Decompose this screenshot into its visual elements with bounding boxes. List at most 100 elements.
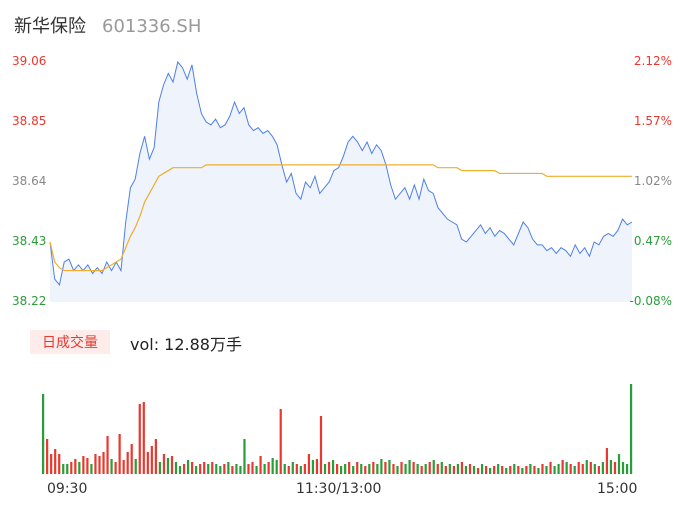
volume-tag[interactable]: 日成交量 bbox=[30, 330, 110, 354]
volume-bar bbox=[452, 466, 455, 474]
volume-bar bbox=[323, 464, 327, 474]
volume-bar bbox=[178, 466, 182, 474]
volume-bar bbox=[448, 464, 451, 474]
volume-bar bbox=[271, 458, 274, 474]
x-tick-label: 09:30 bbox=[47, 481, 88, 497]
volume-bar bbox=[553, 466, 556, 474]
volume-bar bbox=[529, 464, 532, 474]
volume-bar bbox=[565, 462, 568, 474]
stock-code: 601336.SH bbox=[102, 16, 202, 37]
volume-bar bbox=[287, 466, 290, 474]
volume-bar bbox=[384, 462, 387, 474]
volume-bar bbox=[480, 464, 484, 474]
volume-bar bbox=[464, 466, 468, 474]
volume-bar bbox=[182, 464, 186, 474]
volume-bar bbox=[50, 454, 53, 474]
y2-tick-label: -0.08% bbox=[629, 294, 672, 308]
volume-bar bbox=[174, 462, 178, 474]
volume-bar bbox=[114, 462, 117, 474]
volume-bar bbox=[247, 464, 250, 474]
volume-bar bbox=[573, 466, 576, 474]
volume-bar bbox=[613, 462, 617, 474]
volume-bar bbox=[440, 462, 443, 474]
volume-bar bbox=[191, 462, 194, 474]
volume-bar bbox=[227, 462, 230, 474]
volume-bar bbox=[307, 454, 311, 474]
volume-bar bbox=[54, 449, 57, 474]
volume-bar bbox=[110, 459, 113, 474]
volume-bar bbox=[557, 464, 560, 474]
volume-bar bbox=[299, 466, 302, 474]
volume-bar bbox=[392, 464, 395, 474]
volume-bar bbox=[629, 384, 633, 474]
volume-bar bbox=[344, 464, 347, 474]
volume-bar bbox=[223, 464, 226, 474]
volume-bar bbox=[545, 466, 548, 474]
volume-bar bbox=[195, 466, 198, 474]
stock-name: 新华保险 bbox=[14, 16, 86, 37]
volume-bar bbox=[126, 452, 129, 474]
volume-bar bbox=[251, 462, 254, 474]
volume-bar bbox=[231, 466, 234, 474]
volume-bar bbox=[150, 446, 153, 474]
volume-bar bbox=[625, 464, 629, 474]
y-tick-label: 38.22 bbox=[12, 294, 47, 308]
volume-bar bbox=[456, 464, 460, 474]
volume-bar bbox=[589, 462, 592, 474]
volume-bar bbox=[388, 460, 391, 474]
volume-bar bbox=[541, 464, 544, 474]
volume-bar bbox=[601, 462, 604, 474]
volume-bar bbox=[489, 468, 492, 474]
volume-bar bbox=[243, 439, 246, 474]
volume-bar bbox=[581, 464, 584, 474]
volume-bar bbox=[275, 460, 278, 474]
y-tick-label: 38.43 bbox=[12, 234, 47, 248]
y2-tick-label: 1.57% bbox=[633, 114, 672, 128]
volume-bar bbox=[70, 462, 73, 474]
volume-bar bbox=[549, 462, 552, 474]
volume-bar bbox=[561, 460, 564, 474]
volume-bar bbox=[98, 456, 101, 474]
price-line bbox=[49, 60, 633, 286]
volume-bar bbox=[497, 464, 500, 474]
volume-bar bbox=[476, 468, 480, 474]
volume-bar bbox=[521, 468, 524, 474]
volume-bar bbox=[315, 459, 319, 474]
volume-bar bbox=[621, 462, 625, 474]
volume-bar bbox=[186, 460, 190, 474]
volume-bar bbox=[86, 458, 89, 474]
volume-bar bbox=[203, 462, 206, 474]
volume-bar bbox=[142, 402, 145, 474]
y2-tick-label: 2.12% bbox=[633, 54, 672, 68]
volume-bar bbox=[597, 466, 600, 474]
volume-bar bbox=[42, 394, 45, 474]
volume-bar bbox=[412, 462, 415, 474]
y2-tick-label: 1.02% bbox=[633, 174, 672, 188]
volume-bar bbox=[211, 462, 214, 474]
volume-bar bbox=[199, 464, 202, 474]
y-tick-label: 38.64 bbox=[12, 174, 47, 188]
volume-bar bbox=[609, 460, 613, 474]
y-tick-label: 38.85 bbox=[12, 114, 47, 128]
volume-bar bbox=[279, 409, 282, 474]
volume-bar bbox=[319, 416, 323, 474]
volume-bar bbox=[340, 466, 343, 474]
volume-bar bbox=[331, 460, 335, 474]
volume-bar bbox=[215, 464, 218, 474]
volume-bar bbox=[493, 466, 496, 474]
volume-bar bbox=[472, 466, 476, 474]
volume-bar bbox=[513, 464, 516, 474]
volume-bar bbox=[134, 459, 137, 474]
volume-bar bbox=[263, 464, 266, 474]
volume-bar bbox=[416, 464, 419, 474]
volume-bar bbox=[162, 454, 166, 474]
volume-bar bbox=[138, 404, 141, 474]
volume-bar bbox=[94, 454, 97, 474]
stock-header: 新华保险 601336.SH bbox=[14, 12, 201, 40]
volume-bar bbox=[255, 466, 258, 474]
volume-bar bbox=[82, 456, 85, 474]
volume-bar bbox=[577, 462, 580, 474]
volume-bar bbox=[585, 460, 588, 474]
volume-bar bbox=[311, 460, 315, 474]
volume-bar bbox=[219, 466, 222, 474]
